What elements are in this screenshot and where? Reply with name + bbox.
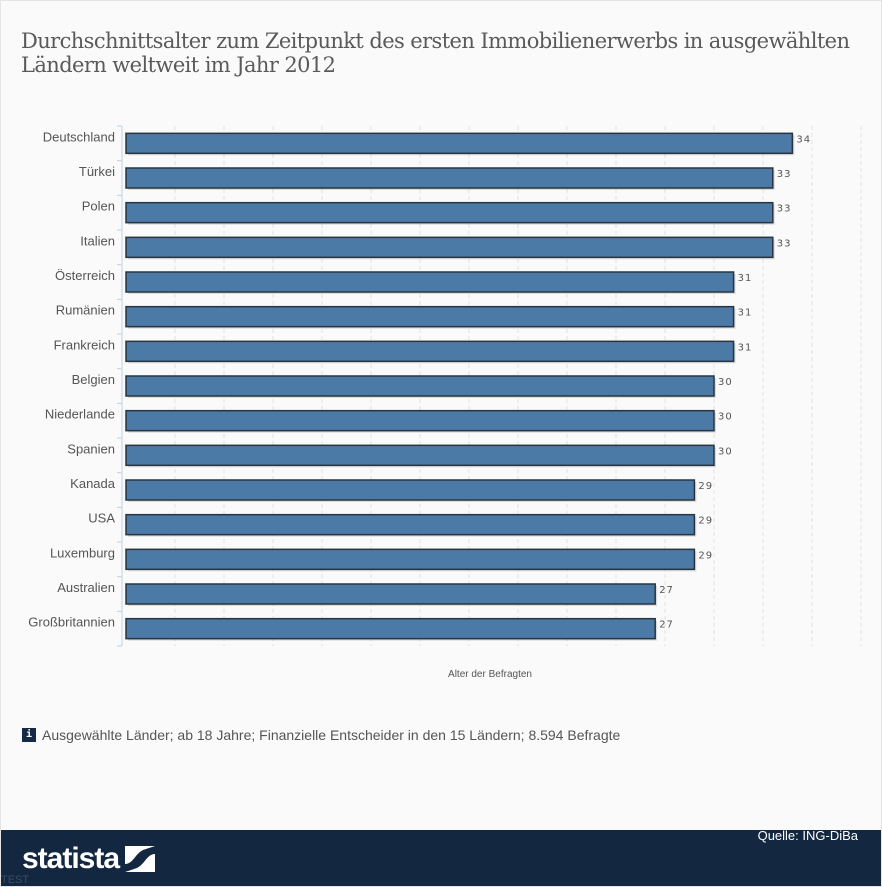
bar — [125, 201, 774, 224]
bar-chart: Deutschland Türkei Polen Italien Österreich R… — [28, 125, 862, 680]
value-label: 33 — [777, 204, 792, 215]
value-label: 30 — [718, 446, 733, 457]
value-label: 27 — [659, 585, 674, 596]
bar — [125, 479, 696, 501]
value-label: 29 — [698, 550, 713, 561]
bar — [125, 617, 656, 640]
bar — [125, 340, 735, 363]
bar — [125, 513, 696, 536]
brand-name: statista — [22, 842, 120, 875]
bar — [125, 409, 715, 432]
category-label: Luxemburg — [50, 545, 115, 560]
statista-logo[interactable]: statista — [22, 842, 156, 876]
source-text: Quelle: ING-DiBa — [757, 828, 858, 843]
bar — [125, 236, 774, 259]
bar — [125, 375, 715, 397]
bar — [125, 132, 794, 155]
bar — [125, 167, 774, 189]
value-label: 31 — [738, 273, 753, 284]
bar — [125, 305, 735, 328]
category-label: Deutschland — [43, 129, 115, 144]
chart-title: Durchschnittsalter zum Zeitpunkt des ers… — [21, 29, 850, 77]
info-note: i Ausgewählte Länder; ab 18 Jahre; Finan… — [22, 727, 620, 743]
value-label: 33 — [777, 169, 792, 180]
note-text: Ausgewählte Länder; ab 18 Jahre; Finanzi… — [42, 727, 621, 743]
category-label: Türkei — [79, 164, 115, 179]
category-label: Italien — [80, 233, 115, 248]
bar — [125, 444, 715, 467]
value-label: 27 — [659, 620, 674, 631]
value-label: 29 — [698, 481, 713, 492]
bar — [125, 548, 696, 571]
value-label: 29 — [698, 516, 713, 527]
y-axis — [117, 125, 123, 647]
category-label: Kanada — [70, 476, 116, 491]
category-label: Niederlande — [45, 407, 115, 422]
category-label: Österreich — [55, 268, 115, 283]
category-label: Frankreich — [54, 337, 115, 352]
category-label: Belgien — [72, 372, 115, 387]
value-label: 30 — [718, 377, 733, 388]
watermark: TEST — [1, 874, 30, 886]
value-labels: 34 33 33 33 31 31 31 30 30 30 29 29 29 27 27 — [659, 134, 811, 631]
category-label: Rumänien — [56, 303, 115, 318]
category-label: USA — [88, 511, 115, 526]
value-label: 34 — [796, 134, 811, 145]
category-labels: Deutschland Türkei Polen Italien Österreich R… — [28, 129, 115, 629]
value-label: 33 — [777, 238, 792, 249]
bar — [125, 583, 656, 605]
footer: Quelle: ING-DiBa statista TEST — [1, 828, 881, 886]
info-icon[interactable]: i — [22, 728, 36, 742]
bar — [125, 271, 735, 293]
statista-logo-icon — [125, 846, 156, 872]
category-label: Polen — [82, 199, 115, 214]
category-label: Großbritannien — [28, 615, 115, 630]
x-axis-label: Alter der Befragten — [448, 669, 532, 680]
bars — [125, 132, 795, 641]
value-label: 31 — [738, 342, 753, 353]
category-label: Spanien — [67, 441, 115, 456]
category-label: Australien — [57, 580, 115, 595]
value-label: 30 — [718, 412, 733, 423]
value-label: 31 — [738, 308, 753, 319]
